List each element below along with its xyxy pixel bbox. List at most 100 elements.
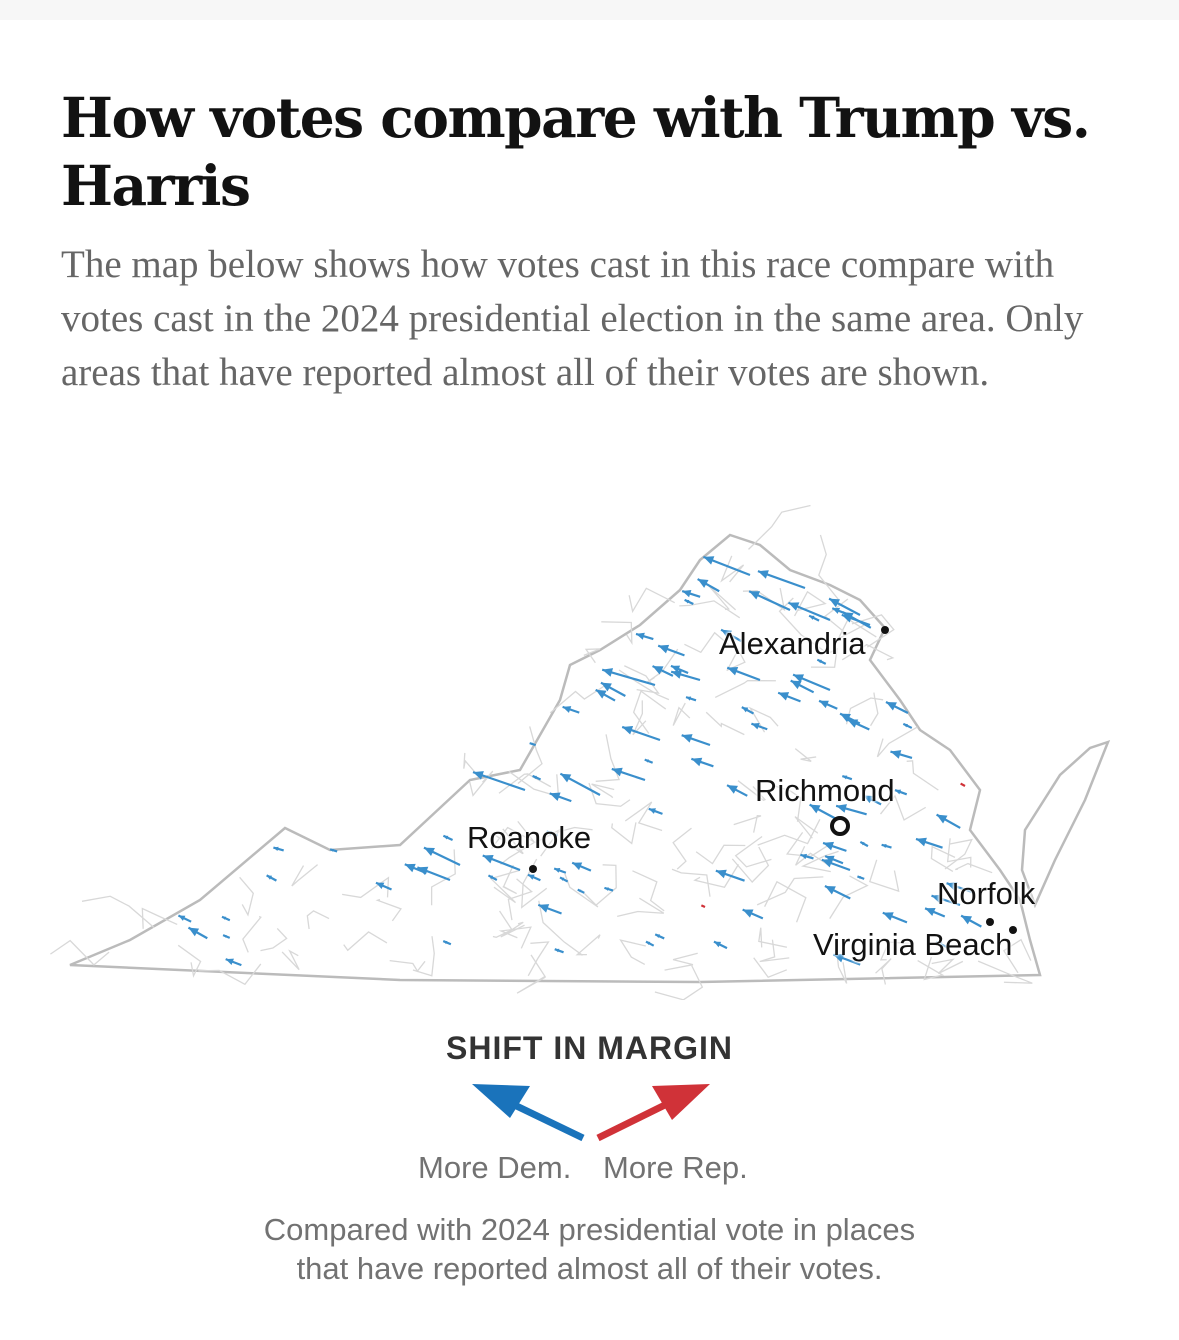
county-border bbox=[734, 835, 772, 868]
legend-arrows bbox=[472, 1084, 710, 1142]
county-border bbox=[801, 850, 839, 873]
rep-shift-arrow bbox=[700, 904, 706, 909]
dem-shift-arrow bbox=[924, 907, 946, 918]
dem-shift-arrow bbox=[690, 757, 714, 768]
county-border bbox=[632, 690, 667, 734]
county-border bbox=[260, 927, 288, 952]
dem-shift-arrow bbox=[654, 933, 665, 940]
county-border bbox=[81, 895, 155, 929]
county-border bbox=[588, 782, 631, 807]
dem-shift-arrow bbox=[187, 926, 208, 940]
dem-shift-arrow bbox=[442, 834, 454, 842]
county-border bbox=[498, 773, 552, 794]
county-border bbox=[818, 534, 840, 601]
dem-shift-arrow bbox=[713, 940, 728, 950]
county-border bbox=[583, 648, 601, 664]
county-border bbox=[795, 845, 830, 866]
legend-rep-label: More Rep. bbox=[603, 1150, 748, 1185]
city-dot-roanoke bbox=[529, 865, 537, 873]
county-border bbox=[836, 618, 877, 641]
dem-arrow-icon bbox=[472, 1084, 585, 1142]
dem-shift-arrow bbox=[946, 882, 974, 894]
county-border bbox=[811, 647, 838, 668]
county-border bbox=[527, 941, 550, 977]
county-border bbox=[198, 963, 262, 986]
county-border bbox=[977, 960, 1033, 984]
county-border bbox=[489, 869, 521, 904]
county-border bbox=[906, 760, 939, 791]
county-border bbox=[632, 870, 665, 912]
county-border bbox=[772, 784, 802, 822]
county-border bbox=[498, 926, 532, 949]
county-border bbox=[343, 931, 388, 952]
dem-shift-arrow bbox=[266, 874, 277, 882]
dem-shift-arrow bbox=[404, 863, 427, 875]
dem-shift-arrow bbox=[375, 881, 392, 891]
city-dot-virginia-beach bbox=[1009, 926, 1017, 934]
county-border bbox=[617, 897, 665, 918]
dem-shift-arrow bbox=[833, 953, 861, 966]
dem-shift-arrow bbox=[527, 873, 541, 882]
eastern-shore bbox=[1020, 739, 1111, 909]
county-border bbox=[517, 726, 543, 784]
dem-shift-arrow bbox=[822, 841, 847, 852]
county-border bbox=[756, 876, 824, 906]
county-border bbox=[671, 868, 711, 897]
county-border bbox=[841, 643, 895, 661]
county-border bbox=[737, 780, 767, 801]
dem-shift-arrow bbox=[670, 670, 701, 682]
dem-shift-arrow bbox=[882, 911, 908, 924]
county-border bbox=[141, 907, 178, 929]
county-border bbox=[591, 783, 615, 799]
dem-shift-arrow bbox=[859, 840, 869, 848]
dem-shift-arrow bbox=[885, 700, 909, 714]
dem-shift-arrow bbox=[894, 789, 908, 796]
dem-shift-arrow bbox=[777, 691, 801, 703]
dem-shift-arrow bbox=[816, 658, 827, 665]
dem-shift-arrow bbox=[902, 722, 913, 729]
county-border bbox=[829, 875, 869, 919]
county-border bbox=[748, 504, 811, 550]
dem-shift-arrow bbox=[635, 632, 654, 641]
dem-shift-arrow bbox=[611, 767, 646, 782]
page-title: How votes compare with Trump vs. Harris bbox=[61, 85, 1091, 218]
dem-shift-arrow bbox=[857, 875, 865, 880]
legend-note: Compared with 2024 presidential vote in … bbox=[0, 1210, 1179, 1288]
dem-shift-arrow bbox=[684, 598, 694, 605]
dem-shift-arrow bbox=[915, 837, 943, 849]
dem-shift-arrow bbox=[881, 843, 892, 849]
county-border bbox=[931, 958, 964, 975]
legend-title: SHIFT IN MARGIN bbox=[446, 1030, 733, 1066]
county-border bbox=[654, 965, 704, 1000]
dem-shift-arrow bbox=[790, 679, 815, 694]
county-border bbox=[684, 631, 732, 654]
county-border bbox=[619, 939, 646, 966]
county-border bbox=[917, 956, 945, 981]
county-border bbox=[500, 821, 536, 865]
county-border bbox=[748, 706, 779, 733]
dem-shift-arrow bbox=[792, 673, 831, 692]
state-outline bbox=[69, 533, 1111, 984]
dem-shift-arrow bbox=[800, 853, 814, 860]
county-border bbox=[389, 959, 426, 973]
dem-shift-arrow bbox=[648, 807, 663, 815]
dem-shift-arrow bbox=[748, 590, 791, 611]
county-border bbox=[695, 844, 746, 865]
county-border bbox=[868, 859, 900, 893]
dem-shift-arrow bbox=[621, 725, 661, 742]
county-border bbox=[540, 826, 593, 857]
top-bar bbox=[0, 0, 1179, 20]
county-border bbox=[595, 864, 617, 907]
county-border bbox=[502, 864, 517, 895]
city-label-virginia-beach: Virginia Beach bbox=[813, 927, 1013, 962]
county-border bbox=[757, 819, 821, 846]
county-border bbox=[731, 846, 770, 883]
county-border bbox=[946, 838, 972, 868]
county-border bbox=[507, 878, 533, 921]
dem-shift-arrow bbox=[788, 601, 831, 622]
rep-arrow-icon bbox=[596, 1084, 710, 1142]
dem-shift-arrow bbox=[824, 855, 844, 865]
dem-shift-arrow bbox=[532, 774, 542, 781]
dem-shift-arrow bbox=[482, 854, 521, 872]
dem-shift-arrow bbox=[600, 681, 626, 697]
